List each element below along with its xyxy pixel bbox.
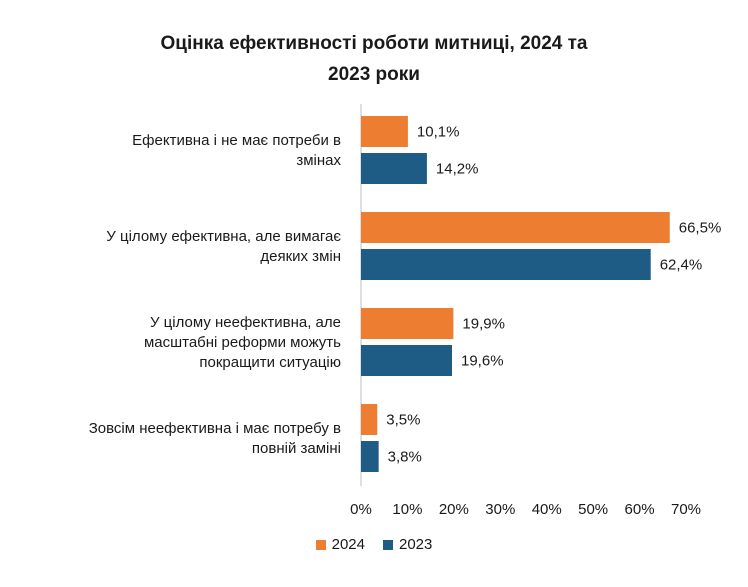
category-label-line: У цілому неефективна, але [150,314,341,331]
data-label-2024-4: 3,5% [386,412,420,429]
legend-item-2024: 2024 [315,536,365,553]
legend-label-2023: 2023 [399,536,433,553]
label-layer: 10,1% 14,2% Ефективна і не має потреби в зм… [89,124,722,466]
data-label-2023-4: 3,8% [388,449,422,466]
bar-layer [361,116,670,472]
category-label-line: У цілому ефективна, але вимагає [106,228,341,245]
bar-2024-3 [361,308,454,339]
legend-label-2024: 2024 [331,536,365,553]
legend-item-2023: 2023 [383,536,432,553]
x-tick-label: 60% [625,501,655,518]
legend-swatch-2023 [383,539,393,550]
axis-layer: 0% 10% 20% 30% 40% 50% 60% 70% [350,104,701,518]
bar-2024-2 [361,212,670,243]
category-label-2: У цілому ефективна, але вимагає деяких зм… [106,228,341,265]
chart-title-line-2: 2023 роки [328,64,420,85]
bar-2023-4 [361,441,379,472]
data-label-2024-2: 66,5% [679,220,722,237]
data-label-2023-3: 19,6% [461,353,504,370]
chart-title: Оцінка ефективності роботи митниці, 2024… [0,28,748,90]
category-label-line: масштабні реформи можуть [144,334,341,351]
category-label-4: Зовсім неефективна і має потребу в повній… [89,420,341,457]
bar-2023-2 [361,249,651,280]
category-label-3: У цілому неефективна, але масштабні рефор… [144,314,341,371]
x-tick-label: 20% [439,501,469,518]
bar-2024-1 [361,116,408,147]
bar-2024-4 [361,404,378,435]
data-label-2023-2: 62,4% [660,257,703,274]
chart-title-line-1: Оцінка ефективності роботи митниці, 2024… [160,33,588,54]
category-label-line: Ефективна і не має потреби в [132,132,341,149]
category-label-line: покращити ситуацію [199,354,341,371]
x-tick-label: 30% [485,501,515,518]
legend: 2024 2023 [0,536,748,553]
x-tick-label: 50% [578,501,608,518]
x-tick-label: 0% [350,501,372,518]
category-label-line: деяких змін [260,248,341,265]
category-label-1: Ефективна і не має потреби в змінах [132,132,341,169]
data-label-2023-1: 14,2% [436,161,479,178]
bar-2023-3 [361,345,452,376]
category-label-line: змінах [296,152,341,169]
data-label-2024-3: 19,9% [462,316,505,333]
data-label-2024-1: 10,1% [417,124,460,141]
x-tick-label: 10% [392,501,422,518]
x-tick-label: 70% [671,501,701,518]
legend-swatch-2024 [315,539,326,550]
x-tick-label: 40% [532,501,562,518]
category-label-line: Зовсім неефективна і має потребу в [89,420,341,437]
category-label-line: повній заміні [252,440,341,457]
bar-2023-1 [361,153,427,184]
